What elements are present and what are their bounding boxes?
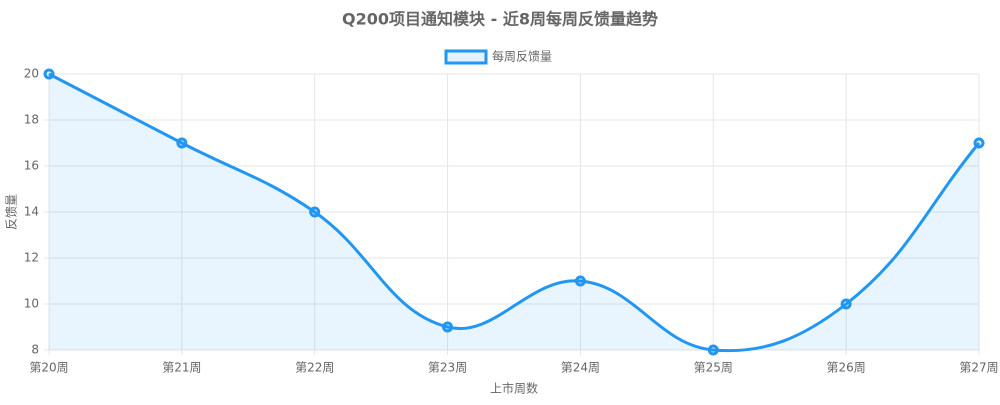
x-tick-label: 第23周 — [428, 361, 467, 375]
point — [442, 321, 454, 333]
y-tick-label: 20 — [24, 67, 39, 81]
y-tick-label: 18 — [24, 113, 39, 127]
point — [973, 137, 985, 149]
x-tick-label: 第24周 — [561, 361, 600, 375]
x-tick-label: 第27周 — [959, 361, 998, 375]
point — [176, 137, 188, 149]
x-tick-label: 第26周 — [827, 361, 866, 375]
y-tick-label: 12 — [24, 251, 39, 265]
point — [840, 298, 852, 310]
x-tick-label: 第22周 — [295, 361, 334, 375]
x-tick-label: 第21周 — [162, 361, 201, 375]
legend-swatch — [444, 49, 488, 65]
chart-title: Q200项目通知模块 - 近8周每周反馈量趋势 — [342, 10, 658, 29]
point — [43, 68, 55, 80]
y-tick-label: 14 — [24, 205, 39, 219]
point — [574, 275, 586, 287]
y-axis-label: 反馈量 — [5, 194, 19, 230]
x-axis-label: 上市周数 — [490, 381, 538, 396]
point — [707, 344, 719, 356]
area — [49, 74, 979, 351]
y-tick-label: 16 — [24, 159, 39, 173]
legend-label: 每周反馈量 — [492, 49, 552, 64]
x-tick-label: 第25周 — [694, 361, 733, 375]
y-tick-label: 10 — [24, 297, 39, 311]
y-tick-label: 8 — [31, 343, 39, 357]
x-tick-label: 第20周 — [29, 361, 68, 375]
point — [309, 206, 321, 218]
